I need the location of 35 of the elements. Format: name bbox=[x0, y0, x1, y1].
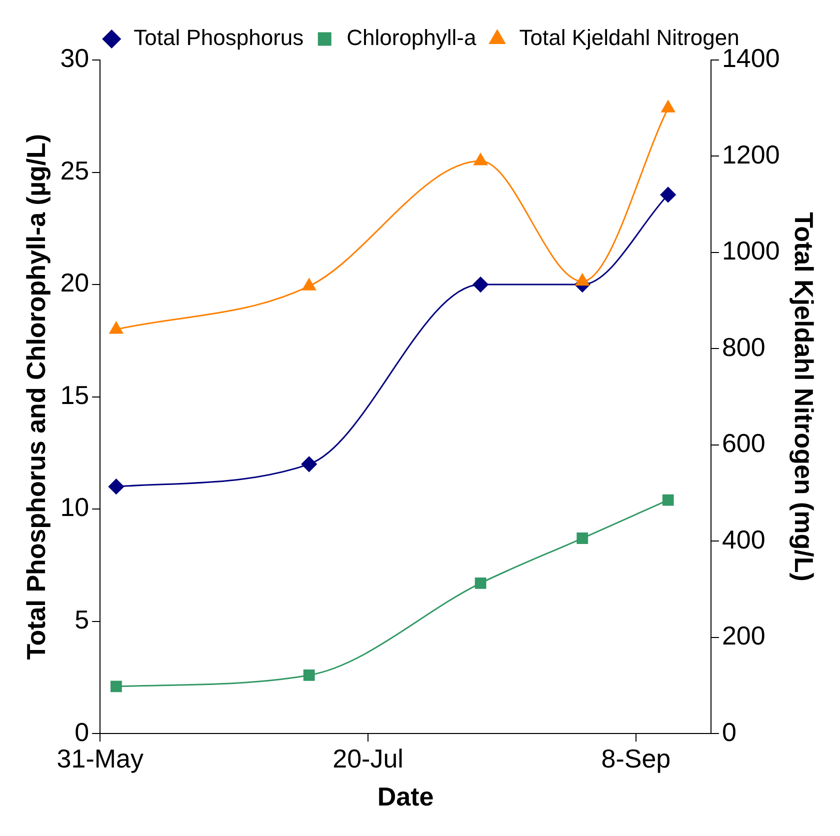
point bbox=[110, 680, 122, 692]
point bbox=[301, 456, 317, 472]
point bbox=[660, 186, 676, 202]
legend-label: Chlorophyll-a bbox=[346, 25, 478, 50]
y2-tick-label: 600 bbox=[722, 428, 766, 458]
x-tick-label: 8-Sep bbox=[601, 743, 671, 774]
y-tick-label: 10 bbox=[60, 492, 90, 522]
legend-label: Total Phosphorus bbox=[134, 25, 304, 50]
x-tick-label: 20-Jul bbox=[332, 743, 404, 774]
y2-tick-label: 1200 bbox=[722, 139, 780, 170]
point bbox=[109, 322, 124, 334]
y2-tick-label: 200 bbox=[722, 620, 766, 651]
y2-tick-label: 400 bbox=[722, 524, 766, 554]
point bbox=[662, 494, 674, 506]
y2-axis-title: Total Kjeldahl Nitrogen (mg/L) bbox=[789, 212, 820, 582]
point bbox=[474, 577, 486, 589]
y-tick-label: 20 bbox=[60, 268, 90, 298]
y-tick-label: 25 bbox=[60, 155, 90, 186]
legend-label: Total Kjeldahl Nitrogen bbox=[519, 25, 740, 50]
x-axis-title: Date bbox=[377, 782, 434, 812]
y-tick-label: 5 bbox=[74, 604, 90, 635]
point bbox=[108, 478, 124, 494]
y2-tick-label: 1000 bbox=[722, 236, 780, 266]
y2-tick-label: 0 bbox=[722, 716, 736, 747]
point bbox=[302, 278, 316, 290]
y2-tick-label: 800 bbox=[722, 332, 766, 362]
y-tick-label: 15 bbox=[60, 380, 90, 410]
y-axis-title: Total Phosphorus and Chlorophyll-a (µg/L) bbox=[20, 134, 51, 660]
point bbox=[576, 274, 590, 286]
point bbox=[576, 532, 588, 544]
point bbox=[661, 100, 675, 112]
point bbox=[474, 153, 488, 166]
point bbox=[303, 670, 315, 681]
y-tick-label: 30 bbox=[60, 43, 90, 74]
point bbox=[472, 276, 488, 292]
